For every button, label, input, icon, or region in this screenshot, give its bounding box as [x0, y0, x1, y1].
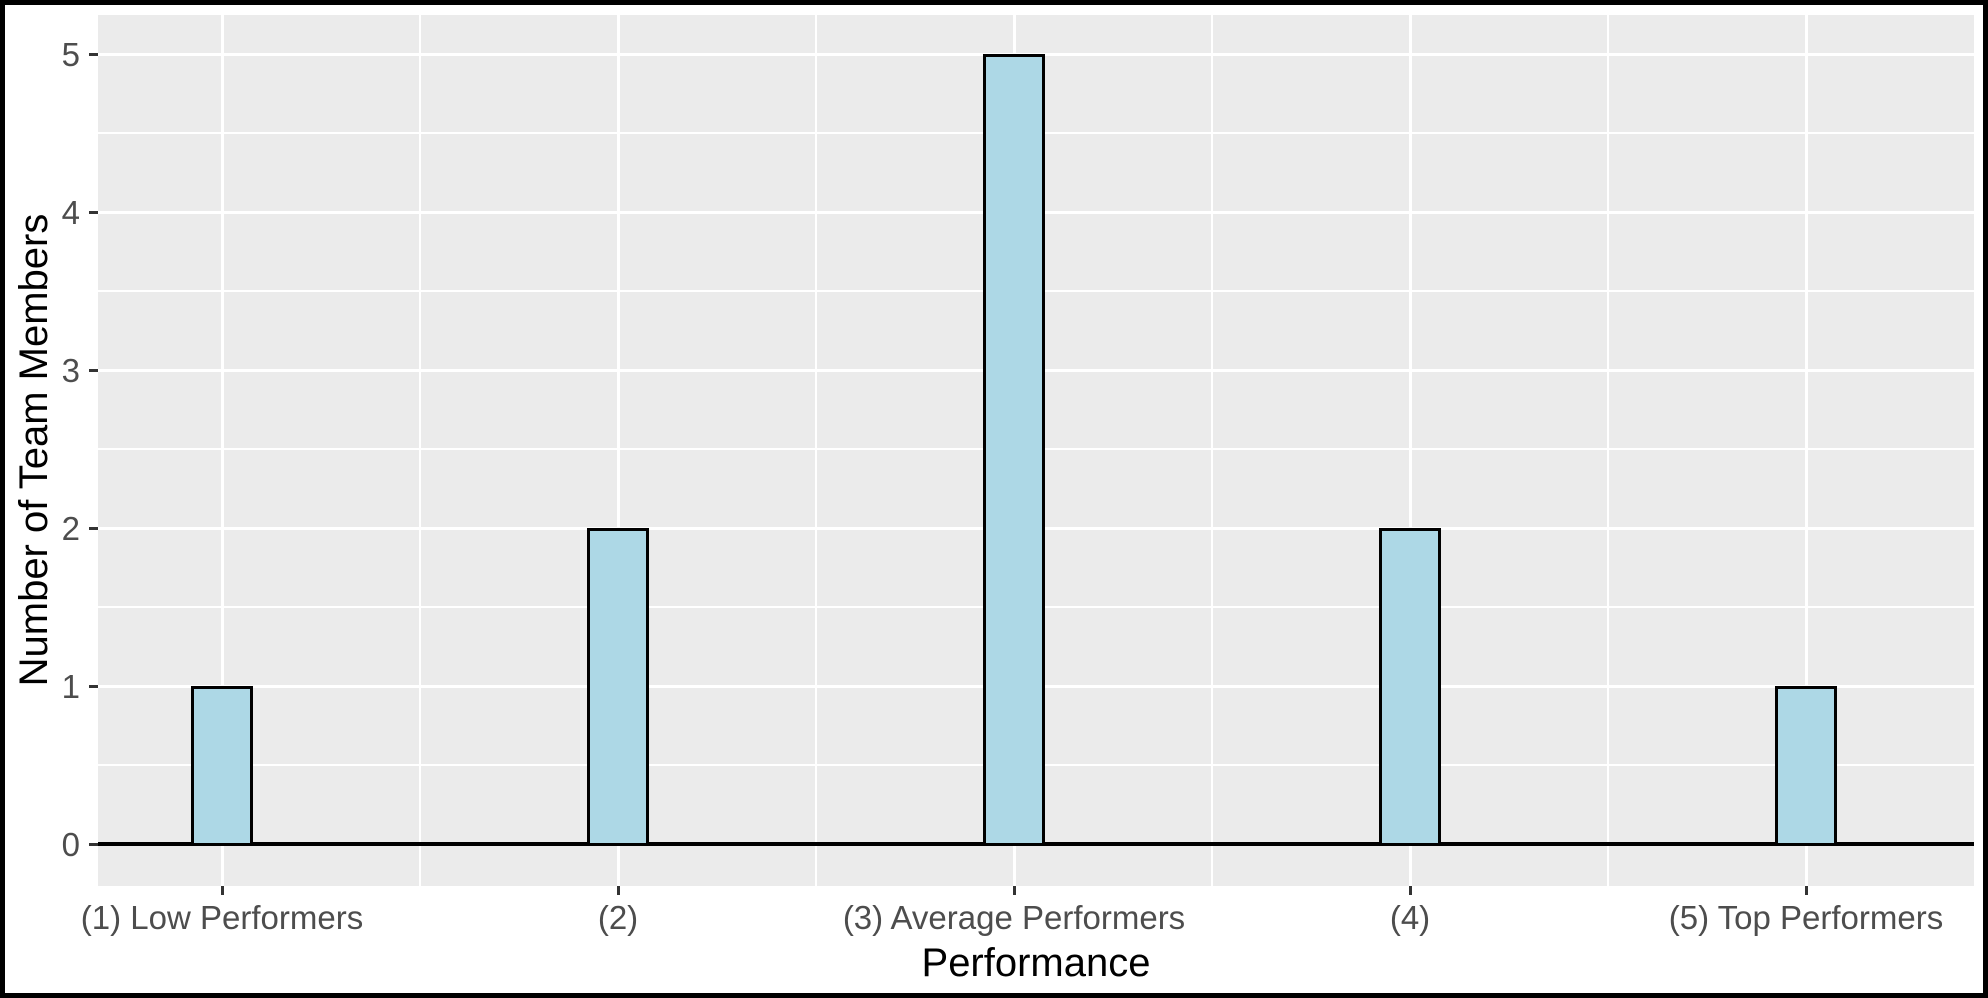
x-axis-title: Performance: [921, 941, 1151, 985]
bar-category-3: [983, 54, 1045, 846]
y-tick-label: 1: [61, 668, 80, 705]
gridline-minor-vertical: [1607, 15, 1609, 886]
gridline-minor-vertical: [815, 15, 817, 886]
bar-category-4: [1379, 528, 1441, 846]
y-axis-tick: [89, 684, 98, 688]
y-axis-title: Number of Team Members: [12, 213, 56, 687]
y-axis-tick: [89, 52, 98, 56]
gridline-major-vertical: [1804, 15, 1808, 886]
x-axis-tick: [220, 886, 224, 895]
gridline-major-vertical: [220, 15, 224, 886]
gridline-major-vertical: [616, 15, 620, 886]
x-axis-tick: [1804, 886, 1808, 895]
y-tick-label: 5: [61, 36, 80, 73]
x-tick-label: (5) Top Performers: [1668, 899, 1944, 936]
bar-category-1: [191, 686, 253, 846]
x-tick-label: (1) Low Performers: [80, 899, 364, 936]
gridline-minor-vertical: [419, 15, 421, 886]
bar-category-5: [1775, 686, 1837, 846]
gridline-major-vertical: [1408, 15, 1412, 886]
y-tick-label: 0: [61, 826, 80, 863]
x-tick-label: (2): [597, 899, 639, 936]
bar-category-2: [587, 528, 649, 846]
x-axis-tick: [1012, 886, 1016, 895]
y-axis-tick: [89, 526, 98, 530]
x-axis-tick: [1408, 886, 1412, 895]
y-axis-tick: [89, 210, 98, 214]
x-tick-label: (4): [1389, 899, 1431, 936]
plot-panel: [98, 15, 1974, 886]
y-axis-tick: [89, 842, 98, 846]
y-tick-label: 4: [61, 194, 80, 231]
gridline-minor-vertical: [1211, 15, 1213, 886]
y-axis-tick: [89, 368, 98, 372]
y-tick-label: 3: [61, 352, 80, 389]
x-axis-tick: [616, 886, 620, 895]
x-tick-label: (3) Average Performers: [842, 899, 1186, 936]
y-tick-label: 2: [61, 510, 80, 547]
